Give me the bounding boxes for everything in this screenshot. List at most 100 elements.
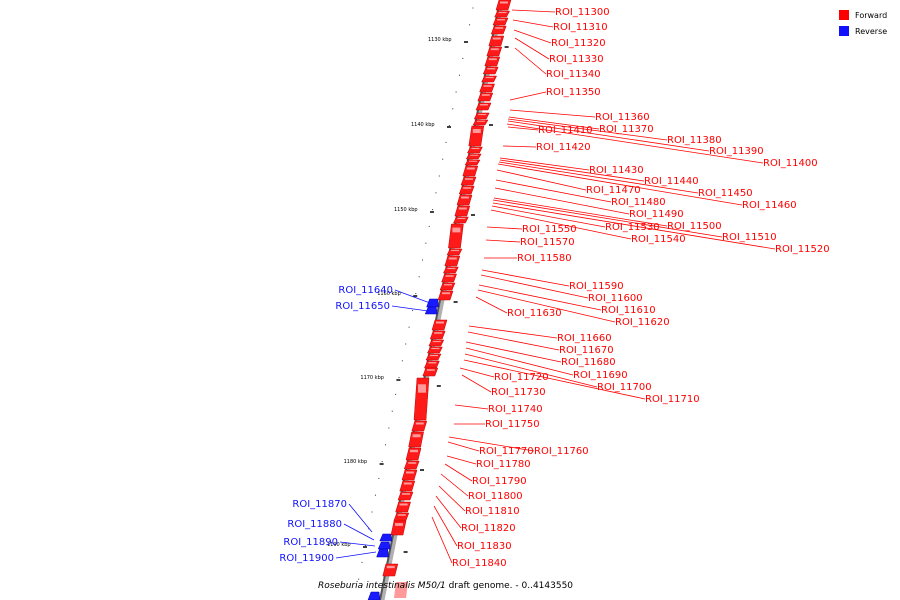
forward-leader bbox=[454, 404, 489, 410]
forward-leader bbox=[467, 331, 560, 351]
forward-leader bbox=[480, 274, 589, 299]
reverse-gene-label: ROI_11650 bbox=[335, 301, 390, 312]
caption-rest: draft genome. - 0..4143550 bbox=[446, 581, 574, 591]
forward-gene-label: ROI_11680 bbox=[561, 357, 616, 368]
forward-leader bbox=[508, 116, 600, 130]
tick-label: 1130 kbp bbox=[428, 37, 452, 43]
reverse-gene-label: ROI_11900 bbox=[279, 553, 334, 564]
forward-leader bbox=[438, 485, 466, 512]
legend-forward-label: Forward bbox=[855, 11, 887, 20]
tick-label: 1180 kbp bbox=[344, 459, 368, 465]
forward-gene-label: ROI_11720 bbox=[494, 372, 549, 383]
reverse-gene bbox=[376, 548, 389, 558]
forward-gene-label: ROI_11540 bbox=[631, 234, 686, 245]
forward-gene-label: ROI_11520 bbox=[775, 244, 830, 255]
forward-leader bbox=[444, 463, 473, 482]
forward-leader bbox=[495, 179, 612, 203]
reverse-leader bbox=[348, 503, 373, 533]
legend-reverse-swatch bbox=[839, 26, 849, 36]
forward-leader bbox=[463, 359, 646, 400]
gene-labels: ROI_11300 ROI_11310 ROI_11320 ROI_11330 ROI_… bbox=[279, 7, 829, 569]
forward-gene-label: ROI_11330 bbox=[549, 54, 604, 65]
forward-leader bbox=[514, 47, 547, 75]
forward-gene-label: ROI_11630 bbox=[507, 308, 562, 319]
forward-gene-label: ROI_11710 bbox=[645, 394, 700, 405]
reverse-gene bbox=[367, 591, 381, 600]
forward-leader bbox=[448, 436, 535, 452]
forward-gene-label: ROI_11580 bbox=[517, 253, 572, 264]
forward-leader bbox=[459, 367, 495, 378]
forward-leader bbox=[446, 455, 477, 465]
forward-gene-label: ROI_11430 bbox=[589, 165, 644, 176]
reverse-gene-label: ROI_11870 bbox=[292, 499, 347, 510]
forward-leader bbox=[478, 284, 602, 311]
forward-leader bbox=[468, 325, 558, 339]
legend-forward-swatch bbox=[839, 10, 849, 20]
forward-gene-label: ROI_11600 bbox=[588, 293, 643, 304]
tick-label: 1150 kbp bbox=[394, 207, 418, 213]
forward-leader bbox=[513, 29, 552, 44]
forward-gene-label: ROI_11510 bbox=[722, 232, 777, 243]
forward-gene-label: ROI_11480 bbox=[611, 197, 666, 208]
forward-gene-label: ROI_11820 bbox=[461, 523, 516, 534]
forward-gene-label: ROI_11780 bbox=[476, 459, 531, 470]
reverse-gene bbox=[379, 533, 393, 542]
tick-label: 1190 kbp bbox=[327, 542, 351, 548]
genome-caption: Roseburia intestinalis M50/1 draft genom… bbox=[318, 581, 573, 591]
forward-gene-label: ROI_11500 bbox=[667, 221, 722, 232]
tick-label: 1170 kbp bbox=[360, 375, 384, 381]
forward-leader bbox=[485, 239, 521, 243]
forward-gene-label: ROI_11420 bbox=[536, 142, 591, 153]
forward-leader bbox=[464, 353, 598, 388]
forward-gene-label: ROI_11550 bbox=[522, 224, 577, 235]
forward-leader bbox=[506, 123, 764, 164]
forward-gene-label: ROI_11450 bbox=[698, 188, 753, 199]
legend-reverse-label: Reverse bbox=[855, 27, 887, 36]
forward-leader bbox=[477, 289, 616, 323]
forward-leader bbox=[486, 226, 523, 230]
reverse-gene-label: ROI_11880 bbox=[287, 519, 342, 530]
tick-label: 1160 kbp bbox=[377, 291, 401, 297]
reverse-gene-label: ROI_11640 bbox=[338, 285, 393, 296]
forward-gene-label: ROI_11770 bbox=[479, 446, 534, 457]
forward-gene-label: ROI_11320 bbox=[551, 38, 606, 49]
forward-gene-label: ROI_11830 bbox=[457, 541, 512, 552]
forward-leader bbox=[498, 161, 699, 194]
forward-leader bbox=[461, 374, 492, 393]
reverse-leader bbox=[335, 551, 377, 559]
forward-gene-label: ROI_11620 bbox=[615, 317, 670, 328]
forward-gene-label: ROI_11410 bbox=[538, 125, 593, 136]
reverse-gene bbox=[377, 541, 391, 550]
reverse-leader bbox=[391, 305, 429, 312]
forward-gene-label: ROI_11300 bbox=[555, 7, 610, 18]
forward-gene-label: ROI_11370 bbox=[599, 124, 654, 135]
forward-leader bbox=[509, 91, 547, 101]
tick-label: 1140 kbp bbox=[411, 122, 435, 128]
forward-leader bbox=[502, 145, 537, 148]
forward-gene-label: ROI_11800 bbox=[468, 491, 523, 502]
forward-gene-label: ROI_11390 bbox=[709, 146, 764, 157]
forward-leader bbox=[507, 118, 668, 141]
forward-gene-label: ROI_11350 bbox=[546, 87, 601, 98]
forward-gene-label: ROI_11380 bbox=[667, 135, 722, 146]
forward-gene-label: ROI_11490 bbox=[629, 209, 684, 220]
forward-gene-label: ROI_11670 bbox=[559, 345, 614, 356]
forward-leader bbox=[496, 169, 587, 191]
forward-gene-label: ROI_11840 bbox=[452, 558, 507, 569]
forward-leader bbox=[499, 157, 590, 171]
forward-gene-label: ROI_11590 bbox=[569, 281, 624, 292]
forward-leader bbox=[511, 9, 556, 13]
position-ruler: 1130 kbp 1140 kbp 1150 kbp 1160 kbp 1170 kbp… bbox=[327, 7, 509, 580]
forward-leader bbox=[490, 209, 632, 240]
forward-leader bbox=[465, 341, 562, 363]
forward-gene-label: ROI_11750 bbox=[485, 419, 540, 430]
forward-leader bbox=[447, 441, 480, 452]
forward-gene-label: ROI_11310 bbox=[553, 22, 608, 33]
forward-leader bbox=[512, 19, 554, 28]
label-leader-lines bbox=[335, 9, 776, 564]
forward-leader bbox=[492, 199, 723, 238]
forward-gene bbox=[394, 582, 408, 598]
caption-organism: Roseburia intestinalis M50/1 bbox=[318, 581, 446, 591]
forward-leader bbox=[494, 187, 630, 215]
